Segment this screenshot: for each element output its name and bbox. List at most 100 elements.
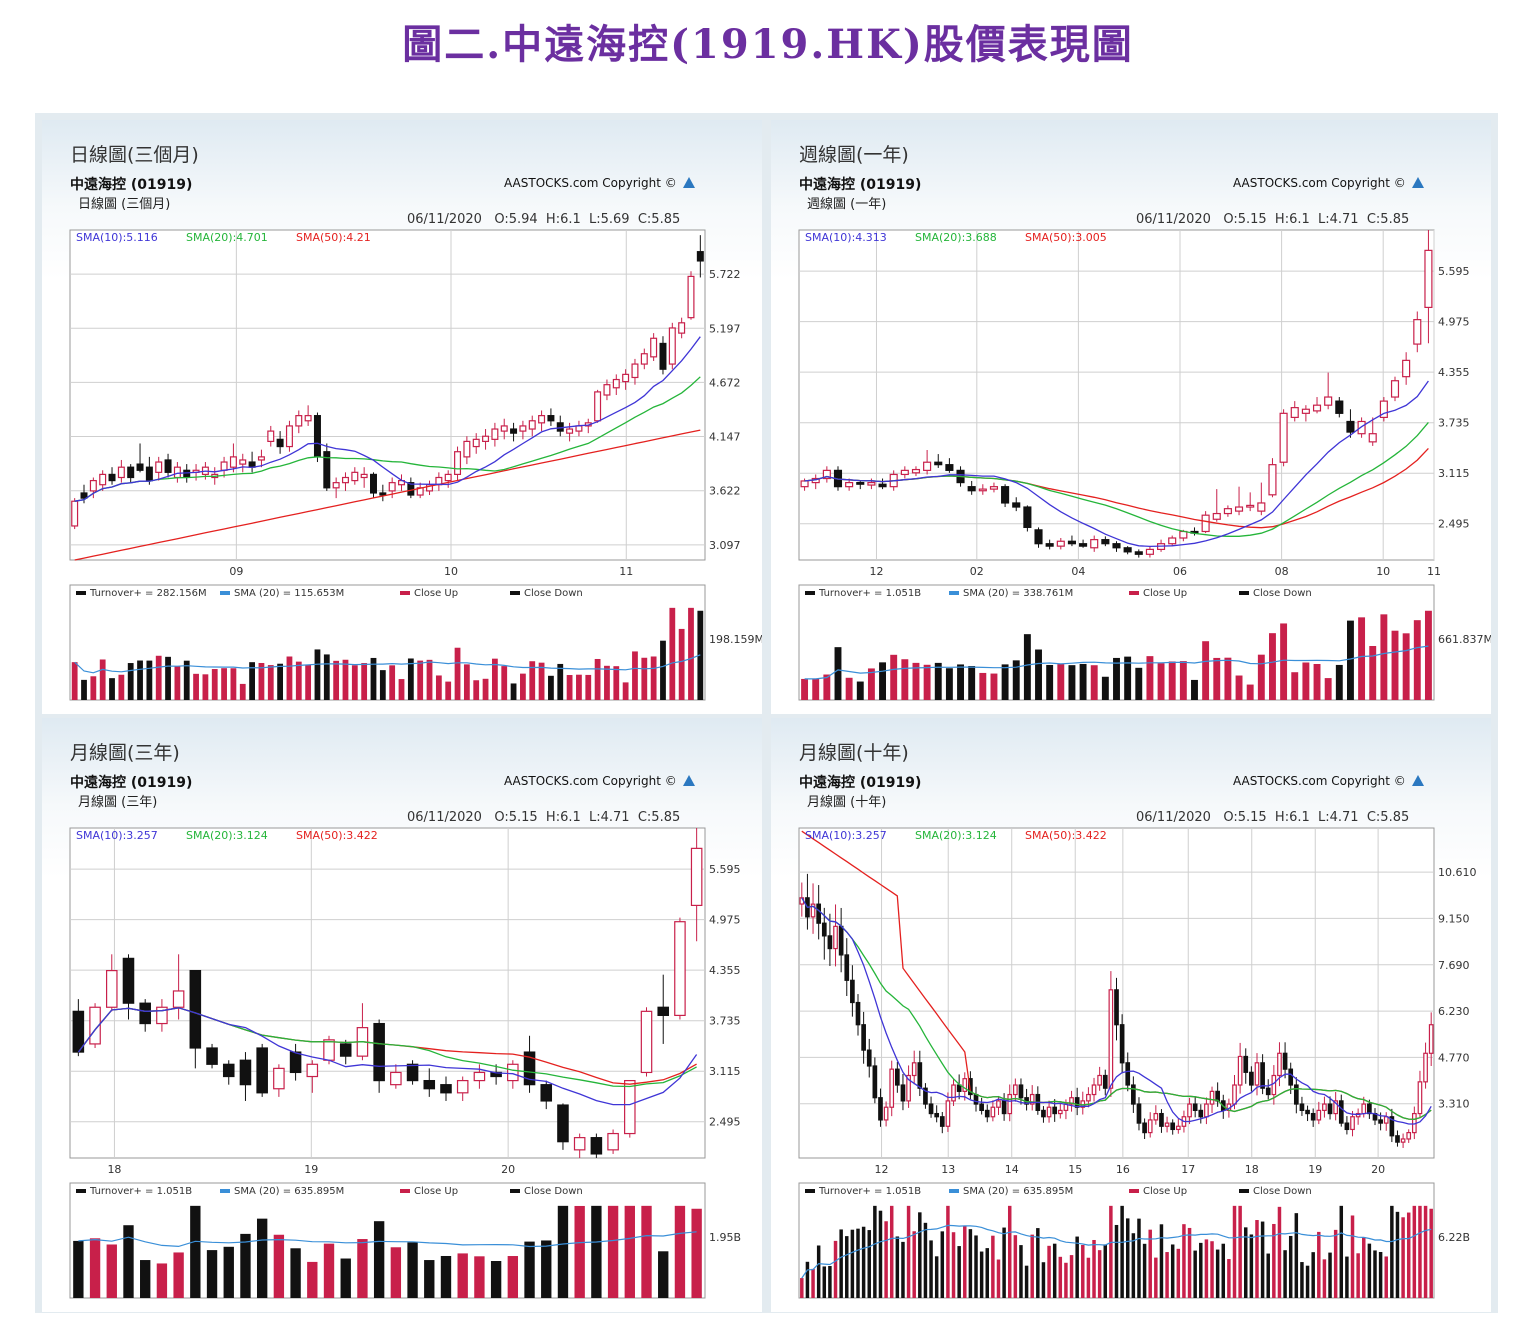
volume-bar	[823, 674, 831, 700]
y-tick-label: 4.672	[709, 376, 741, 389]
candle-body	[856, 481, 865, 485]
volume-bar	[1109, 1205, 1113, 1298]
copyright-text: AASTOCKS.com Copyright ©	[504, 176, 695, 190]
volume-bar	[622, 682, 629, 700]
candle-body	[894, 1068, 900, 1086]
volume-bar	[1380, 614, 1388, 700]
x-tick-label: 04	[1071, 565, 1085, 578]
candle-body	[855, 1001, 861, 1026]
volume-legend-label: SMA (20) = 338.761M	[963, 588, 1073, 599]
volume-bar	[548, 675, 554, 700]
candle-body	[1170, 1122, 1176, 1131]
candle-body	[889, 1068, 895, 1108]
candle-body	[1260, 1062, 1265, 1089]
candle-body	[900, 1084, 906, 1102]
volume-bar	[688, 607, 694, 700]
candle-body	[1145, 548, 1154, 555]
stock-name: 中遠海控 (01919)	[799, 775, 922, 791]
candle-body	[640, 353, 648, 365]
candle-body	[833, 925, 838, 950]
volume-bar	[307, 1261, 318, 1298]
candle-body	[640, 1010, 653, 1074]
candle-body	[1101, 539, 1110, 545]
volume-bar	[1288, 1235, 1293, 1298]
volume-bar	[1081, 1245, 1085, 1298]
volume-bar	[370, 657, 377, 700]
volume-bar	[323, 654, 330, 700]
candle-body	[145, 466, 153, 482]
volume-bar	[1418, 1205, 1422, 1298]
volume-bar	[990, 673, 998, 700]
volume-legend-label: Turnover+ = 1.051B	[818, 588, 921, 599]
volume-bar	[968, 1229, 973, 1298]
ohlc-readout: 06/11/2020 O:5.94 H:6.1 L:5.69 C:5.85	[407, 212, 681, 227]
volume-bar	[202, 674, 209, 700]
candle-body	[906, 1074, 911, 1102]
candle-body	[1057, 1109, 1063, 1115]
volume-bar	[1424, 610, 1432, 700]
chart-panel: 週線圖(一年) 中遠海控 (01919) 週線圖 (一年) AASTOCKS.com …	[771, 120, 1491, 714]
volume-bar	[906, 1205, 911, 1298]
y-tick-label: 4.355	[709, 964, 741, 977]
volume-bar	[305, 664, 312, 700]
volume-bar	[1300, 1262, 1304, 1298]
candlestick-chart: 5.595 4.975 4.355 3.735 3.115 2.495 12 02 04 06 08…	[798, 229, 1491, 701]
candle-body	[295, 415, 303, 427]
volume-bar	[1429, 1208, 1433, 1298]
x-tick-label: 20	[1371, 1163, 1385, 1176]
candle-body	[1052, 1106, 1058, 1115]
volume-bar	[1257, 654, 1265, 700]
volume-legend-swatch	[510, 591, 520, 595]
volume-legend-label: SMA (20) = 635.895M	[963, 1186, 1073, 1197]
volume-bar	[81, 679, 87, 700]
candle-body	[607, 1132, 619, 1151]
volume-bar	[1154, 1257, 1158, 1298]
x-tick-label: 14	[1005, 1163, 1019, 1176]
volume-bar	[1035, 649, 1042, 700]
candle-body	[1257, 502, 1266, 512]
candle-body	[1335, 400, 1344, 414]
volume-bar	[1277, 1206, 1282, 1298]
volume-bar	[538, 662, 545, 700]
volume-bar	[1204, 1239, 1209, 1298]
candle-body	[257, 456, 265, 461]
volume-bar	[295, 661, 302, 700]
sma-legend-label: SMA(50):3.005	[1025, 231, 1107, 244]
sma-legend-label: SMA(10):3.257	[76, 829, 158, 842]
volume-bar	[1390, 1205, 1394, 1298]
candle-body	[1424, 249, 1433, 309]
volume-bar	[660, 640, 666, 700]
candle-body	[1288, 1068, 1294, 1086]
volume-legend-label: Close Up	[1143, 1186, 1187, 1197]
volume-bar	[1046, 664, 1054, 700]
volume-bar	[490, 1261, 502, 1298]
volume-bar	[574, 1205, 585, 1298]
volume-tick-label: 661.837M	[1438, 633, 1491, 646]
candle-body	[1413, 319, 1422, 345]
stock-name: 中遠海控 (01919)	[70, 775, 193, 791]
candle-body	[867, 481, 876, 486]
sma-legend-label: SMA(10):5.116	[76, 231, 158, 244]
sma10-line	[77, 1007, 698, 1106]
candlestick-chart: 5.722 5.197 4.672 4.147 3.622 3.097 09 10 11 SMA(…	[69, 229, 762, 701]
volume-bar	[267, 665, 274, 700]
volume-bar	[1019, 1245, 1023, 1298]
candle-body	[1023, 506, 1032, 529]
volume-legend-label: Close Down	[1253, 1186, 1312, 1197]
candle-body	[1390, 380, 1400, 398]
volume-bar	[1030, 1234, 1034, 1298]
volume-bar	[1036, 1228, 1040, 1298]
ohlc-readout: 06/11/2020 O:5.15 H:6.1 L:4.71 C:5.85	[407, 810, 681, 825]
volume-bar	[1283, 1250, 1287, 1298]
volume-bar	[1114, 1224, 1119, 1298]
volume-bar	[828, 1266, 832, 1298]
volume-legend-swatch	[805, 1189, 815, 1193]
volume-legend-swatch	[805, 591, 815, 595]
y-tick-label: 4.770	[1438, 1051, 1470, 1064]
volume-bar	[878, 1210, 883, 1298]
candle-body	[406, 1063, 419, 1082]
candle-body	[934, 1112, 940, 1118]
volume-bar	[1302, 662, 1310, 700]
volume-bar	[524, 1241, 535, 1298]
sma10-line	[74, 336, 701, 502]
